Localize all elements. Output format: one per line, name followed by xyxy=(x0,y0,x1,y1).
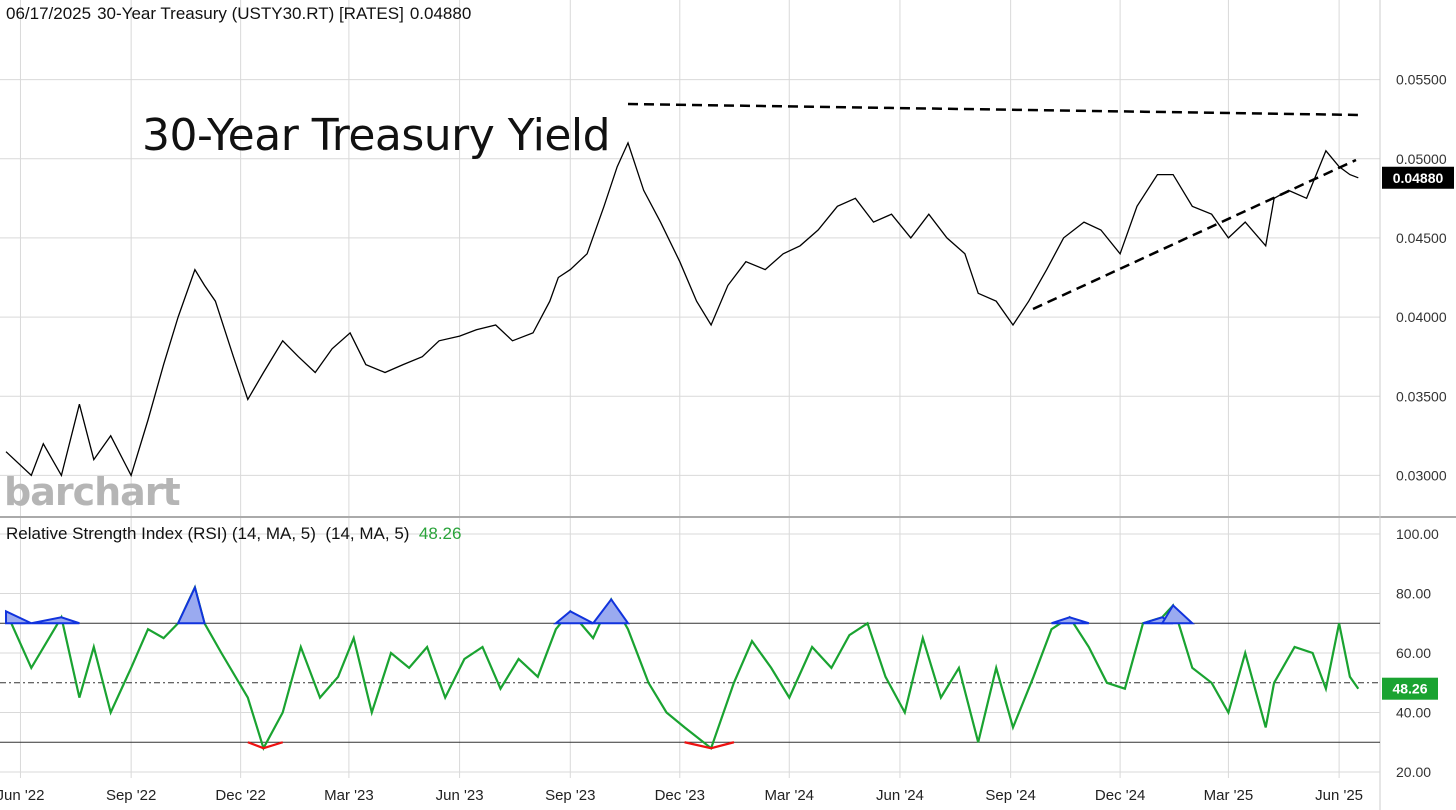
chart-title: 30-Year Treasury Yield xyxy=(142,110,611,161)
price-panel xyxy=(5,102,1363,478)
rsi-value-badge xyxy=(1382,677,1438,700)
x-tick-label: Mar '25 xyxy=(1204,787,1254,804)
rsi-y-tick-label: 40.00 xyxy=(1396,705,1431,721)
rsi-y-tick-label: 60.00 xyxy=(1396,645,1431,661)
y-tick-label: 0.03000 xyxy=(1396,467,1447,483)
rsi-header: Relative Strength Index (RSI) (14, MA, 5… xyxy=(6,524,461,544)
rsi-overbought-segment xyxy=(553,610,594,625)
x-tick-label: Jun '25 xyxy=(1315,787,1363,804)
x-tick-label: Sep '22 xyxy=(106,787,156,804)
header-last-value: 0.04880 xyxy=(409,4,472,23)
y-tick-label: 0.05500 xyxy=(1396,72,1447,88)
x-tick-label: Jun '23 xyxy=(436,787,484,804)
rsi-series-line xyxy=(4,584,1360,752)
rsi-value-badge-text: 48.26 xyxy=(1392,681,1427,697)
chart-header: 06/17/2025 30-Year Treasury (USTY30.RT) [… xyxy=(6,4,477,24)
rsi-overbought-segment xyxy=(591,597,630,625)
header-date: 06/17/2025 xyxy=(6,4,92,23)
support-trendline xyxy=(1032,158,1357,311)
x-tick-label: Sep '24 xyxy=(985,787,1035,804)
rsi-overbought-segment xyxy=(1160,603,1195,625)
resistance-trendline xyxy=(627,102,1363,117)
x-tick-label: Sep '23 xyxy=(545,787,595,804)
brand-logo: barchart xyxy=(4,470,181,514)
y-tick-label: 0.03500 xyxy=(1396,388,1447,404)
rsi-oversold-segment xyxy=(247,741,284,750)
x-tick-label: Mar '24 xyxy=(764,787,814,804)
y-tick-label: 0.04500 xyxy=(1396,230,1447,246)
rsi-params: (14, MA, 5) xyxy=(325,524,410,543)
price-series-line xyxy=(5,141,1359,478)
x-tick-label: Dec '24 xyxy=(1095,787,1145,804)
rsi-panel xyxy=(0,584,1380,752)
rsi-oversold-segment xyxy=(684,741,735,750)
rsi-y-tick-label: 20.00 xyxy=(1396,764,1431,780)
x-tick-label: Dec '22 xyxy=(215,787,265,804)
x-tick-label: Jun '24 xyxy=(876,787,924,804)
rsi-overbought-segment xyxy=(5,609,32,625)
y-tick-label: 0.04000 xyxy=(1396,309,1447,325)
y-tick-label: 0.05000 xyxy=(1396,151,1447,167)
rsi-y-tick-label: 80.00 xyxy=(1396,586,1431,602)
last-value-badge-text: 0.04880 xyxy=(1393,170,1444,186)
rsi-label: Relative Strength Index (RSI) (14, MA, 5… xyxy=(6,524,316,543)
x-tick-label: Jun '22 xyxy=(0,787,44,804)
last-value-badge xyxy=(1382,166,1454,189)
header-instrument: 30-Year Treasury (USTY30.RT) [RATES] xyxy=(97,4,404,23)
x-tick-label: Mar '23 xyxy=(324,787,374,804)
rsi-overbought-segment xyxy=(1051,616,1090,625)
rsi-overbought-segment xyxy=(176,584,206,625)
rsi-overbought-segment xyxy=(31,616,80,625)
rsi-y-tick-label: 100.00 xyxy=(1396,526,1439,542)
x-tick-label: Dec '23 xyxy=(655,787,705,804)
rsi-value: 48.26 xyxy=(418,524,462,543)
axis-labels: Jun '22 Sep '22 Dec '22 Mar '23 Jun '23 Sep '… xyxy=(0,72,1454,804)
